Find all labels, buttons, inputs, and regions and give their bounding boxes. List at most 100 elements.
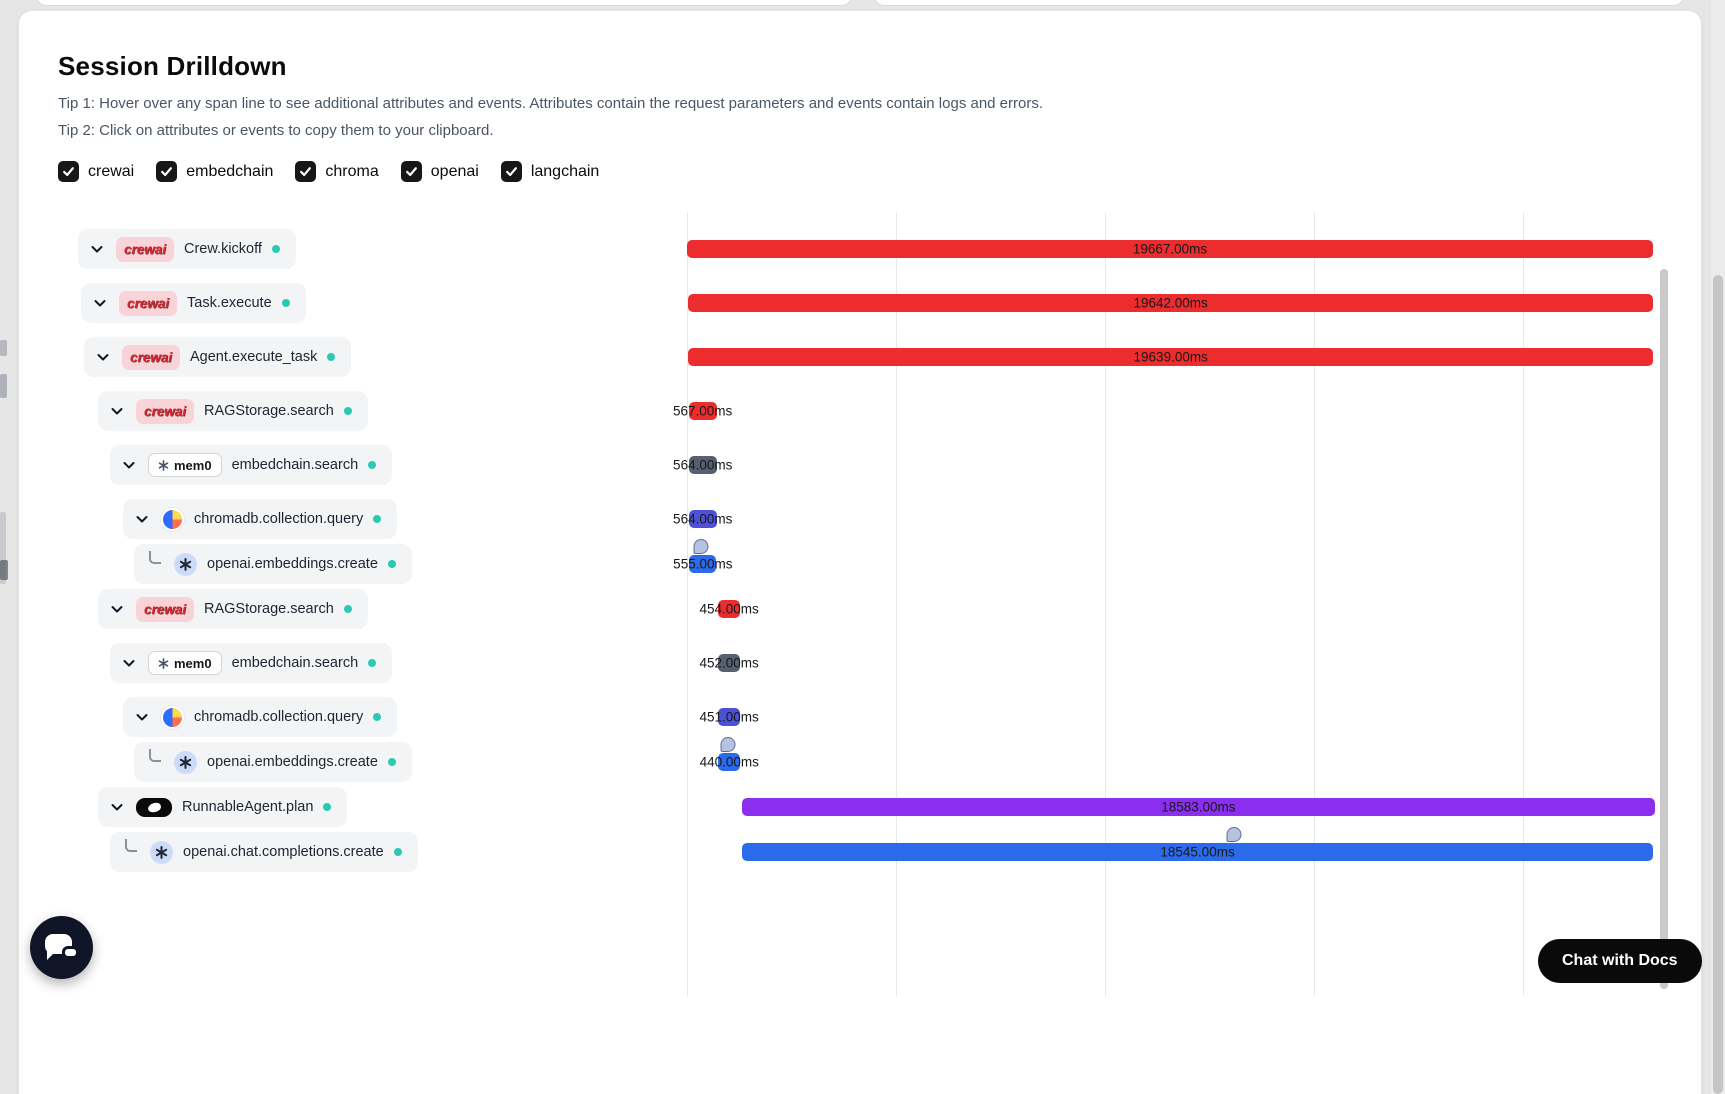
span-pill[interactable]: crewai mem0 openai.embeddings.create (134, 544, 412, 584)
span-duration: 567.00ms (672, 403, 733, 419)
span-bar[interactable] (742, 798, 1655, 816)
span-bar[interactable] (718, 708, 741, 726)
span-bar[interactable] (718, 654, 741, 672)
checkbox-checked-icon[interactable] (156, 161, 178, 182)
waterfall-scrollbar-thumb[interactable] (1660, 269, 1668, 989)
page-scrollbar-thumb[interactable] (1713, 275, 1723, 1094)
span-pill[interactable]: crewai mem0 embedchain.search (110, 643, 393, 683)
span-bar[interactable] (689, 555, 717, 573)
span-row[interactable]: crewai mem0 RunnableAgent.plan 18583.00m… (19, 787, 1703, 827)
span-bar[interactable] (742, 843, 1653, 861)
chevron-down-icon[interactable] (108, 402, 126, 420)
span-name: openai.embeddings.create (207, 556, 378, 572)
span-lane: 18583.00ms (687, 787, 1655, 827)
event-bubble-icon[interactable] (720, 737, 736, 752)
span-row[interactable]: crewai mem0 openai.embeddings.create 555… (19, 539, 1703, 584)
chevron-down-icon[interactable] (94, 348, 112, 366)
span-row[interactable]: crewai mem0 Agent.execute_task 19639.00m… (19, 337, 1703, 377)
chevron-down-icon[interactable] (133, 708, 151, 726)
span-row[interactable]: crewai mem0 embedchain.search 452.00ms (19, 643, 1703, 683)
chevron-down-icon[interactable] (108, 600, 126, 618)
span-bar[interactable] (688, 402, 717, 420)
langchain-logo (136, 797, 172, 817)
chevron-down-icon[interactable] (120, 654, 138, 672)
span-name: chromadb.collection.query (194, 709, 364, 725)
chevron-down-icon[interactable] (88, 240, 106, 258)
span-pill[interactable]: crewai mem0 Agent.execute_task (84, 337, 352, 377)
span-name: Task.execute (187, 295, 272, 311)
span-row[interactable]: crewai mem0 RAGStorage.search 567.00ms (19, 391, 1703, 431)
span-duration: 454.00ms (699, 601, 759, 617)
span-pill[interactable]: crewai mem0 RAGStorage.search (98, 589, 368, 629)
event-bubble-icon[interactable] (693, 539, 709, 554)
chevron-down-icon[interactable] (120, 456, 138, 474)
span-bar[interactable] (688, 456, 717, 474)
filter-label: openai (430, 162, 479, 180)
filter-label: crewai (88, 162, 135, 180)
status-dot (373, 713, 382, 721)
span-name: openai.embeddings.create (207, 754, 378, 770)
checkbox-checked-icon[interactable] (295, 161, 317, 182)
span-bar[interactable] (718, 753, 741, 771)
span-row[interactable]: crewai mem0 chromadb.collection.query 56… (19, 499, 1703, 539)
crewai-logo: crewai (136, 398, 194, 424)
span-row[interactable]: crewai mem0 Task.execute 19642.00ms (19, 283, 1703, 323)
status-dot (387, 758, 396, 766)
session-drilldown-panel: Session Drilldown Tip 1: Hover over any … (18, 10, 1702, 1094)
span-lane: 567.00ms (673, 391, 1653, 431)
left-edge-artifact (0, 374, 7, 398)
chat-with-docs-button[interactable]: Chat with Docs (1538, 939, 1702, 983)
filter-checkbox[interactable]: openai (400, 161, 479, 182)
span-duration: 19642.00ms (1133, 295, 1208, 311)
span-pill[interactable]: crewai mem0 openai.chat.completions.crea… (110, 832, 418, 872)
top-card-left (35, 0, 853, 6)
page-title: Session Drilldown (58, 51, 287, 81)
status-dot (343, 407, 352, 415)
span-bar[interactable] (687, 240, 1653, 258)
span-pill[interactable]: crewai mem0 Task.execute (81, 283, 306, 323)
span-pill[interactable]: crewai mem0 RunnableAgent.plan (98, 787, 348, 827)
span-pill[interactable]: crewai mem0 RAGStorage.search (98, 391, 368, 431)
page-scrollbar[interactable] (1711, 0, 1725, 1094)
tip-2: Tip 2: Click on attributes or events to … (58, 122, 494, 139)
filter-checkbox[interactable]: crewai (58, 161, 134, 182)
span-bar[interactable] (717, 600, 741, 618)
filter-checkbox[interactable]: langchain (500, 161, 600, 182)
span-bar[interactable] (688, 294, 1653, 312)
filter-label: chroma (325, 162, 379, 180)
span-duration: 19667.00ms (1132, 241, 1208, 257)
span-pill[interactable]: crewai mem0 chromadb.collection.query (123, 499, 398, 539)
span-row[interactable]: crewai mem0 chromadb.collection.query 45… (19, 697, 1703, 737)
chevron-down-icon[interactable] (91, 294, 109, 312)
span-row[interactable]: crewai mem0 RAGStorage.search 454.00ms (19, 589, 1703, 629)
crewai-logo: crewai (119, 290, 177, 316)
chevron-down-icon[interactable] (133, 510, 151, 528)
span-pill[interactable]: crewai mem0 chromadb.collection.query (123, 697, 398, 737)
span-lane: 18545.00ms (687, 827, 1653, 872)
event-bubble-icon[interactable] (1226, 827, 1242, 842)
checkbox-checked-icon[interactable] (400, 161, 422, 182)
span-name: embedchain.search (231, 457, 359, 473)
openai-glyph-icon (155, 845, 168, 859)
tip-1: Tip 1: Hover over any span line to see a… (58, 95, 1044, 112)
filter-label: langchain (530, 162, 600, 180)
span-row[interactable]: crewai mem0 Crew.kickoff 19667.00ms (19, 229, 1703, 269)
filter-checkbox[interactable]: embedchain (156, 161, 273, 182)
span-pill[interactable]: crewai mem0 Crew.kickoff (78, 229, 296, 269)
span-bar[interactable] (688, 348, 1653, 366)
span-row[interactable]: crewai mem0 embedchain.search 564.00ms (19, 445, 1703, 485)
span-bar[interactable] (688, 510, 717, 528)
span-pill[interactable]: crewai mem0 openai.embeddings.create (134, 742, 412, 782)
crewai-logo: crewai (122, 344, 180, 370)
left-edge-artifact (0, 512, 6, 584)
span-row[interactable]: crewai mem0 openai.embeddings.create 440… (19, 737, 1703, 782)
checkbox-checked-icon[interactable] (58, 161, 79, 182)
checkbox-checked-icon[interactable] (500, 161, 522, 182)
span-duration: 19639.00ms (1133, 349, 1208, 365)
span-pill[interactable]: crewai mem0 embedchain.search (110, 445, 393, 485)
chat-widget-button[interactable] (30, 916, 93, 979)
chevron-down-icon[interactable] (108, 798, 126, 816)
span-duration: 555.00ms (673, 556, 733, 572)
filter-checkbox[interactable]: chroma (295, 161, 379, 182)
span-row[interactable]: crewai mem0 openai.chat.completions.crea… (19, 827, 1703, 872)
